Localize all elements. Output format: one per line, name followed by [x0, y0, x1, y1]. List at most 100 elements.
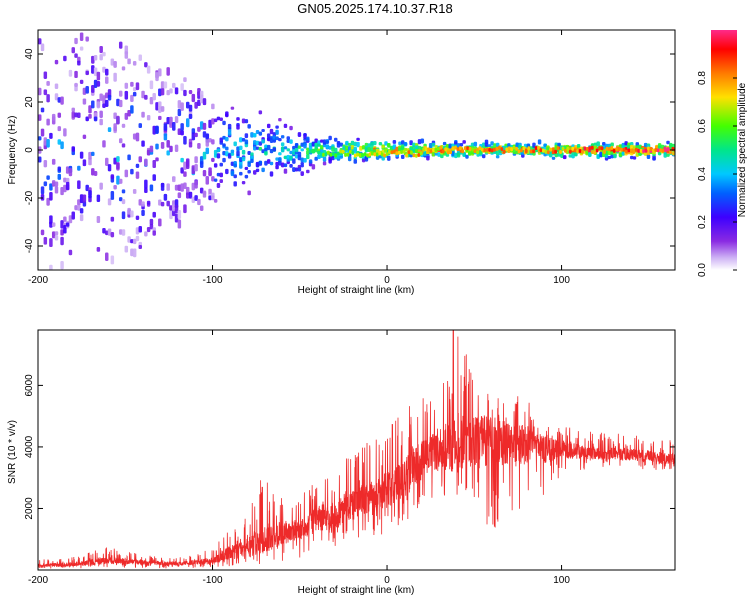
- spectrogram-cell: [51, 231, 56, 239]
- spectrogram-ridge-cell: [612, 148, 616, 153]
- spectrogram-cell: [121, 143, 126, 148]
- spectrogram-cell: [395, 146, 399, 151]
- spectrogram-ridge-cell: [463, 146, 467, 151]
- spectrogram-x-tick-label: 100: [553, 275, 570, 286]
- spectrogram-cell: [49, 183, 53, 191]
- spectrogram-cell: [166, 117, 170, 125]
- spectrogram-cell: [60, 187, 64, 196]
- spectrogram-cell: [77, 60, 81, 66]
- spectrogram-cell: [152, 159, 156, 169]
- spectrogram-cell: [152, 211, 156, 218]
- spectrogram-ridge-cell: [334, 153, 338, 158]
- spectrogram-cell: [264, 144, 268, 148]
- spectrogram-cell: [320, 139, 324, 143]
- spectrogram-cell: [46, 138, 50, 148]
- spectrogram-cell: [336, 154, 341, 159]
- spectrogram-ridge-cell: [432, 148, 435, 153]
- spectrogram-cell: [169, 205, 173, 211]
- spectrogram-cell: [258, 141, 263, 146]
- spectrogram-cell: [493, 143, 497, 149]
- spectrogram-cell: [250, 152, 254, 156]
- spectrogram-ridge-cell: [392, 149, 396, 154]
- spectrogram-ridge-cell: [637, 148, 641, 153]
- spectrogram-cell: [275, 129, 279, 135]
- spectrogram-cell: [370, 141, 374, 148]
- spectrogram-cell: [166, 183, 170, 191]
- spectrogram-cell: [180, 167, 184, 174]
- spectrogram-cell: [74, 112, 78, 118]
- spectrogram-cell: [60, 229, 64, 236]
- spectrogram-cell: [191, 93, 196, 103]
- spectrogram-cell: [227, 123, 232, 130]
- spectrogram-ridge-cell: [642, 149, 645, 154]
- spectrogram-cell: [280, 162, 285, 168]
- spectrogram-ridge-cell: [331, 151, 335, 156]
- spectrogram-cell: [113, 157, 117, 165]
- spectrogram-cell: [208, 119, 212, 129]
- spectrogram-cell: [82, 194, 87, 203]
- spectrogram-y-tick-label: -40: [24, 238, 35, 253]
- spectrogram-cell: [99, 54, 103, 61]
- spectrogram-cell: [272, 147, 277, 152]
- spectrogram-cell: [124, 245, 129, 253]
- spectrogram-cell: [113, 184, 117, 190]
- spectrogram-ridge-cell: [378, 150, 382, 155]
- spectrogram-cell: [269, 137, 274, 143]
- spectrogram-cell: [54, 93, 59, 101]
- spectrogram-cell: [155, 157, 159, 162]
- spectrogram-cell: [205, 175, 210, 185]
- spectrogram-cell: [51, 180, 56, 186]
- spectrogram-cell: [88, 105, 92, 114]
- spectrogram-cell: [163, 81, 168, 89]
- spectrogram-cell: [375, 155, 380, 160]
- spectrogram-cell: [113, 72, 117, 82]
- spectrogram-cell: [57, 112, 62, 118]
- spectrogram-cell: [99, 118, 103, 126]
- spectrogram-cell: [51, 222, 56, 227]
- spectrogram-ridge-cell: [510, 147, 514, 152]
- spectrogram-cell: [57, 166, 62, 172]
- spectrogram-cell: [350, 140, 355, 146]
- spectrogram-ridge-cell: [466, 146, 470, 151]
- spectrogram-cell: [166, 150, 170, 156]
- spectrogram-cell: [361, 145, 366, 150]
- spectrogram-cell: [255, 130, 260, 134]
- spectrogram-cell: [253, 170, 257, 175]
- spectrogram-cell: [118, 197, 123, 202]
- spectrogram-cell: [102, 51, 106, 57]
- snr-y-tick-label: 2000: [24, 497, 35, 520]
- spectrogram-cell: [174, 213, 179, 223]
- spectrogram-cell: [484, 139, 489, 145]
- spectrogram-cell: [283, 123, 288, 129]
- spectrogram-ridge-cell: [605, 146, 609, 151]
- spectrogram-ridge-cell: [505, 147, 509, 152]
- spectrogram-cell: [43, 237, 48, 245]
- spectrogram-cell: [602, 141, 606, 146]
- spectrogram-ridge-cell: [397, 150, 401, 155]
- spectrogram-cell: [283, 168, 288, 174]
- spectrogram-ridge-cell: [659, 148, 663, 153]
- spectrogram-cell: [183, 161, 187, 170]
- spectrogram-ridge-cell: [649, 146, 653, 151]
- spectrogram-cell: [261, 129, 265, 133]
- spectrogram-ridge-cell: [373, 152, 377, 157]
- spectrogram-cell: [213, 163, 218, 168]
- spectrogram-cell: [74, 53, 78, 58]
- spectrogram-cell: [311, 141, 316, 147]
- spectrogram-ridge-cell: [473, 149, 477, 154]
- spectrogram-ridge-cell: [322, 152, 325, 157]
- spectrogram-cell: [144, 62, 148, 68]
- spectrogram-cell: [132, 238, 137, 245]
- spectrogram-cell: [82, 87, 87, 95]
- spectrogram-cell: [347, 142, 352, 147]
- spectrogram-cell: [255, 146, 260, 150]
- spectrogram-cell: [135, 82, 140, 91]
- spectrogram-cell: [465, 154, 469, 159]
- spectrogram-cell: [445, 144, 450, 148]
- spectrogram-cell: [68, 168, 73, 177]
- spectrogram-cell: [454, 141, 458, 145]
- spectrogram-ridge-cell: [441, 149, 445, 154]
- spectrogram-cell: [57, 139, 62, 145]
- spectrogram-cell: [121, 229, 126, 236]
